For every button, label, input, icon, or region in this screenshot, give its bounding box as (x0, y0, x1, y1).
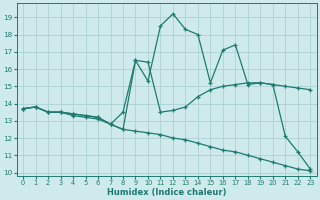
X-axis label: Humidex (Indice chaleur): Humidex (Indice chaleur) (107, 188, 227, 197)
